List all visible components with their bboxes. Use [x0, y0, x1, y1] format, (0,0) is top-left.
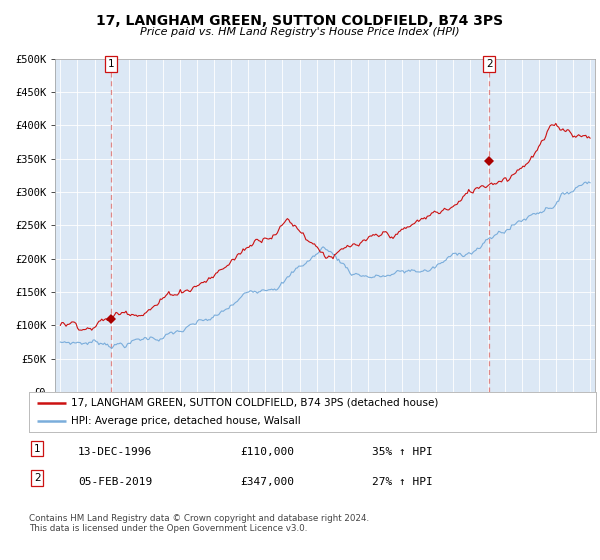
Text: Price paid vs. HM Land Registry's House Price Index (HPI): Price paid vs. HM Land Registry's House …: [140, 27, 460, 37]
Text: 1: 1: [107, 59, 114, 69]
Text: 1: 1: [34, 444, 41, 454]
Text: Contains HM Land Registry data © Crown copyright and database right 2024.
This d: Contains HM Land Registry data © Crown c…: [29, 514, 369, 534]
Text: 17, LANGHAM GREEN, SUTTON COLDFIELD, B74 3PS: 17, LANGHAM GREEN, SUTTON COLDFIELD, B74…: [97, 14, 503, 28]
Text: 27% ↑ HPI: 27% ↑ HPI: [372, 477, 433, 487]
Text: £110,000: £110,000: [240, 447, 294, 457]
Text: HPI: Average price, detached house, Walsall: HPI: Average price, detached house, Wals…: [71, 417, 301, 426]
Text: 35% ↑ HPI: 35% ↑ HPI: [372, 447, 433, 457]
Text: 2: 2: [34, 473, 41, 483]
Text: 17, LANGHAM GREEN, SUTTON COLDFIELD, B74 3PS (detached house): 17, LANGHAM GREEN, SUTTON COLDFIELD, B74…: [71, 398, 439, 408]
Text: 05-FEB-2019: 05-FEB-2019: [78, 477, 152, 487]
Text: 13-DEC-1996: 13-DEC-1996: [78, 447, 152, 457]
Text: 2: 2: [486, 59, 493, 69]
Text: £347,000: £347,000: [240, 477, 294, 487]
